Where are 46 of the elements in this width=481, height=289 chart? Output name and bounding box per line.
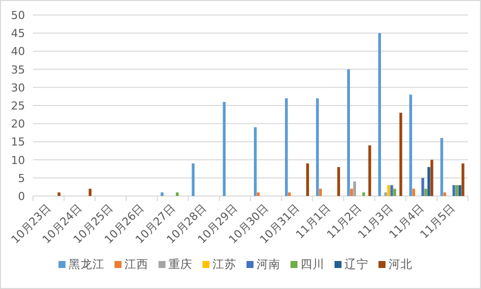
bar (353, 182, 356, 196)
legend-label: 辽宁 (344, 257, 368, 271)
y-tick-label: 35 (11, 63, 25, 76)
bar (427, 167, 430, 196)
bar (58, 192, 60, 196)
bar (288, 192, 291, 196)
bar (399, 112, 402, 196)
legend-label: 江西 (124, 257, 148, 271)
bar (378, 33, 381, 196)
y-tick-label: 25 (11, 100, 25, 112)
bar (458, 185, 462, 196)
y-tick-label: 20 (11, 118, 25, 131)
legend-label: 河北 (388, 257, 412, 271)
y-tick-label: 30 (11, 81, 25, 94)
legend-label: 四川 (300, 257, 324, 271)
bar (160, 192, 164, 196)
legend-label: 河南 (256, 257, 280, 271)
bar (88, 188, 92, 196)
bar (337, 167, 340, 196)
bar (387, 185, 390, 196)
bar (440, 138, 444, 196)
bar (254, 127, 257, 196)
bar (452, 185, 456, 196)
bar (462, 163, 464, 196)
legend-label: 黑龙江 (68, 257, 104, 271)
y-tick-label: 40 (11, 45, 25, 58)
legend-label: 江苏 (212, 257, 236, 271)
bar (430, 160, 434, 196)
y-tick-label: 15 (11, 136, 25, 149)
bar (306, 163, 309, 196)
bar (350, 188, 353, 196)
legend-label: 重庆 (168, 257, 192, 271)
y-tick-label: 5 (18, 172, 25, 185)
bar (316, 98, 319, 196)
y-tick-label: 45 (11, 27, 25, 40)
y-tick-label: 10 (11, 154, 25, 167)
bar (390, 185, 394, 196)
bar (409, 94, 412, 196)
bar (319, 188, 322, 196)
bar (284, 98, 288, 196)
bar (347, 69, 350, 196)
bar (455, 185, 458, 196)
bar (222, 102, 226, 196)
y-tick-label: 50 (11, 9, 25, 22)
y-tick-label: 0 (18, 190, 25, 203)
bar (192, 163, 195, 196)
